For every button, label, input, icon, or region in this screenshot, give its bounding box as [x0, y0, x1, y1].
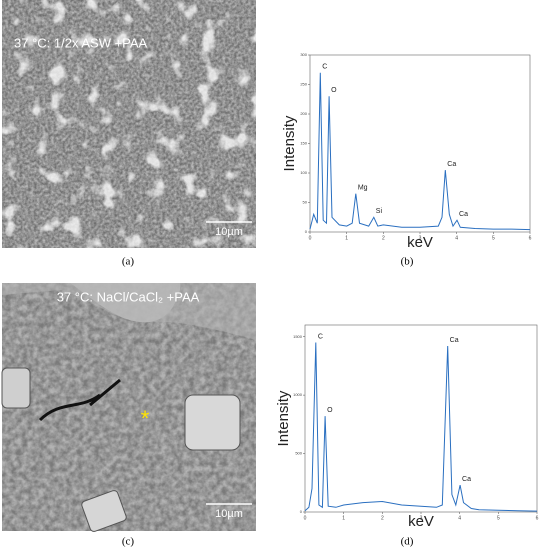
y-tick-label: 0	[305, 229, 308, 234]
y-tick-label: 300	[300, 52, 307, 57]
x-tick-label: 2	[382, 235, 385, 241]
y-tick-label: 500	[295, 451, 302, 456]
plot-frame	[309, 54, 531, 233]
x-tick-label: 0	[309, 235, 312, 241]
x-tick-label: 1	[345, 235, 348, 241]
y-tick-label: 250	[300, 82, 307, 87]
peak-label: C	[318, 333, 323, 340]
overlay-label: 37 °C: NaCl/CaCl₂ +PAA	[57, 289, 200, 304]
peak-label: Si	[376, 208, 383, 215]
y-axis-label: Intensity	[275, 390, 292, 446]
x-tick-label: 1	[342, 515, 345, 521]
caption: (c)	[122, 536, 135, 548]
caption: (a)	[122, 256, 135, 268]
peak-label: Ca	[462, 476, 471, 483]
x-tick-label: 3	[420, 515, 423, 521]
peak-label: C	[322, 64, 327, 71]
peak-label: Ca	[459, 211, 468, 218]
y-tick-label: 200	[300, 111, 307, 116]
x-tick-label: 4	[455, 235, 458, 241]
y-tick-label: 0	[300, 509, 303, 514]
peak-label: Mg	[358, 184, 368, 191]
plot-frame	[304, 324, 538, 513]
peak-label: Ca	[450, 337, 459, 344]
sem-image-c: 37 °C: NaCl/CaCl₂ +PAA * 10µm	[1, 283, 256, 532]
x-tick-label: 6	[529, 235, 532, 241]
x-tick-label: 3	[419, 235, 422, 241]
overlay-label: 37 °C: 1/2x ASW +PAA	[14, 35, 148, 50]
x-tick-label: 5	[497, 515, 500, 521]
peak-label: O	[327, 407, 333, 414]
scale-bar: 10µm	[215, 226, 243, 238]
x-tick-label: 6	[536, 515, 539, 521]
peak-label: Ca	[447, 161, 456, 168]
y-tick-label: 100	[300, 170, 307, 175]
x-axis-label: keV	[408, 513, 434, 530]
peak-label: O	[331, 87, 337, 94]
y-tick-label: 1500	[293, 334, 303, 339]
y-tick-label: 1000	[293, 392, 303, 397]
x-axis-label: keV	[407, 234, 433, 251]
marker: *	[141, 406, 150, 431]
x-tick-label: 4	[458, 515, 461, 521]
scale-bar: 10µm	[215, 508, 243, 520]
x-tick-label: 5	[492, 235, 495, 241]
x-tick-label: 0	[304, 515, 307, 521]
x-tick-label: 2	[381, 515, 384, 521]
spectrum-line	[304, 342, 538, 512]
caption: (d)	[401, 536, 414, 548]
y-tick-label: 50	[303, 200, 308, 205]
caption: (b)	[401, 256, 414, 268]
sem-image-a: 37 °C: 1/2x ASW +PAA 10µm	[2, 0, 256, 248]
y-axis-label: Intensity	[281, 115, 298, 171]
spectrum-line	[309, 72, 531, 231]
y-tick-label: 150	[300, 141, 307, 146]
